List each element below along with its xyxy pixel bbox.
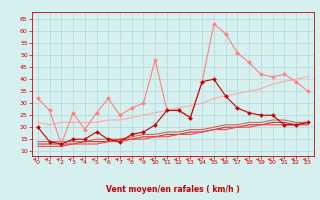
X-axis label: Vent moyen/en rafales ( km/h ): Vent moyen/en rafales ( km/h ): [106, 185, 240, 194]
